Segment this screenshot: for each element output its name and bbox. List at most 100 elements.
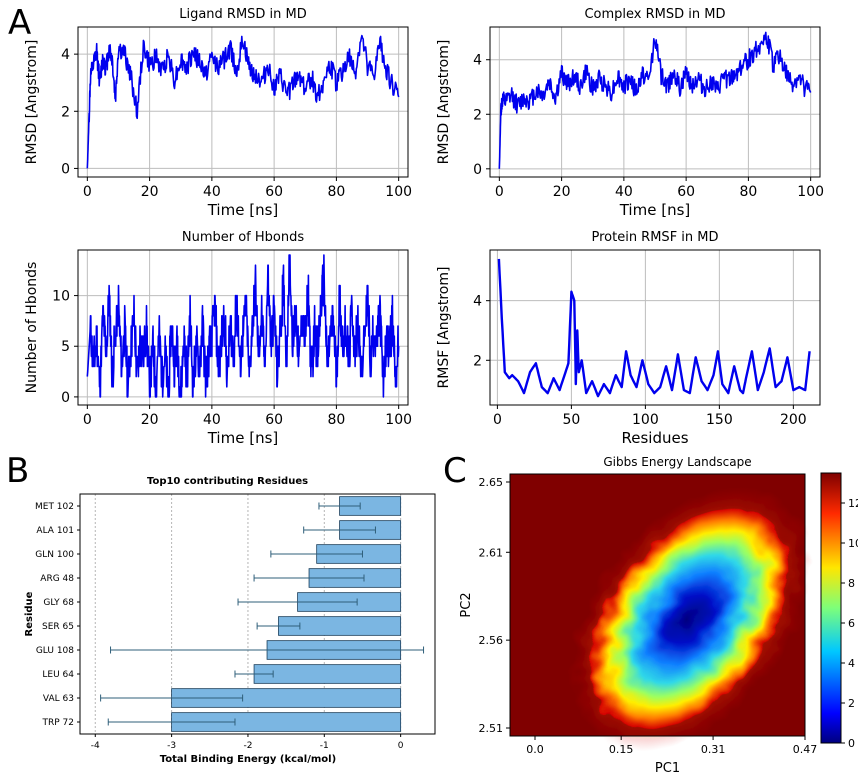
y-tick-label: TRP 72 xyxy=(42,718,75,728)
y-axis-label: RMSD [Angstrom] xyxy=(436,40,452,165)
y-axis-label: PC2 xyxy=(459,592,474,617)
y-tick-label: VAL 63 xyxy=(43,694,74,704)
ticks: -4 -3 -2 -1 0 MET 102 ALA 101 GLN 100 ARG 48 GLY … xyxy=(35,502,404,751)
x-tick-label: 0 xyxy=(495,184,504,200)
y-tick-label: 2 xyxy=(61,104,70,120)
y-tick-label: 5 xyxy=(61,339,70,355)
chart-title: Protein RMSF in MD xyxy=(591,230,718,245)
x-tick-label: 60 xyxy=(265,184,283,200)
plot-frame xyxy=(489,249,821,406)
x-axis-label: PC1 xyxy=(655,761,680,776)
y-tick-label: 2 xyxy=(473,353,482,369)
x-axis-label: Time [ns] xyxy=(207,429,279,447)
colorbar-tick-label: 2 xyxy=(848,697,855,710)
x-tick-label: 0 xyxy=(493,412,502,428)
y-tick-label: MET 102 xyxy=(35,502,74,512)
x-tick-label: 0.31 xyxy=(701,743,726,756)
complex-rmsd-line xyxy=(498,31,812,169)
y-tick-label: 2.51 xyxy=(479,722,504,735)
x-tick-label: -2 xyxy=(243,741,252,751)
colorbar-tick-label: 8 xyxy=(848,577,855,590)
x-tick-label: 80 xyxy=(739,184,757,200)
y-tick-label: 4 xyxy=(61,47,70,63)
y-axis-label: RMSF [Angstrom] xyxy=(436,267,452,389)
y-tick-label: 0 xyxy=(473,162,482,178)
x-axis-label: Residues xyxy=(621,429,688,447)
y-axis-label: Number of Hbonds xyxy=(24,262,40,394)
panel-label-b: B xyxy=(6,451,29,491)
panel-label-a: A xyxy=(8,3,31,43)
y-tick-label: LEU 64 xyxy=(42,670,74,680)
y-tick-label: 2.61 xyxy=(479,546,504,559)
x-tick-label: 40 xyxy=(203,184,221,200)
chart-title: Gibbs Energy Landscape xyxy=(603,455,751,469)
x-tick-label: 0.47 xyxy=(793,743,818,756)
x-tick-label: 20 xyxy=(141,412,159,428)
y-tick-label: 0 xyxy=(61,161,70,177)
chart-title: Top10 contributing Residues xyxy=(147,476,308,487)
grid-lines xyxy=(78,27,408,177)
colorbar-tick-label: 4 xyxy=(848,657,855,670)
plot-frame xyxy=(77,249,409,406)
x-tick-label: 50 xyxy=(562,412,580,428)
bars xyxy=(100,496,425,732)
y-axis-label: RMSD [Angstrom] xyxy=(24,40,40,165)
x-tick-label: 20 xyxy=(141,184,159,200)
plot-frame xyxy=(79,493,436,735)
y-tick-label: 4 xyxy=(473,53,482,69)
x-tick-label: 100 xyxy=(632,412,659,428)
panel-label-c: C xyxy=(443,451,467,491)
ligand-rmsd-line xyxy=(86,34,400,169)
colorbar-ticks: 0 2 4 6 8 10 12 xyxy=(841,497,858,750)
x-axis-label: Time [ns] xyxy=(619,201,691,219)
basin-core xyxy=(591,508,790,730)
y-tick-label: GLY 68 xyxy=(43,598,74,608)
y-axis-label: Residue xyxy=(24,591,35,636)
colorbar-tick-label: 6 xyxy=(848,617,855,630)
x-tick-label: 100 xyxy=(797,184,824,200)
grid-lines xyxy=(490,27,820,177)
plot-frame xyxy=(509,473,806,737)
rmsf-line xyxy=(497,258,811,398)
x-tick-label: 20 xyxy=(553,184,571,200)
y-tick-label: 2.56 xyxy=(479,634,504,647)
chart-title: Complex RMSD in MD xyxy=(584,7,725,22)
x-axis-label: Time [ns] xyxy=(207,201,279,219)
x-tick-label: 0.15 xyxy=(609,743,634,756)
x-tick-label: 40 xyxy=(203,412,221,428)
x-tick-label: 0 xyxy=(83,184,92,200)
x-tick-label: 80 xyxy=(327,412,345,428)
complex-rmsd-chart: 0 20 40 60 80 100 0 2 4 Complex RMSD in MD Time … xyxy=(436,7,824,219)
energy-basin xyxy=(570,486,810,752)
y-tick-label: 2 xyxy=(473,107,482,123)
x-tick-label: 100 xyxy=(385,412,412,428)
chart-title: Ligand RMSD in MD xyxy=(179,7,307,22)
x-tick-label: 200 xyxy=(780,412,807,428)
x-tick-label: -4 xyxy=(91,741,100,751)
y-tick-label: 2.65 xyxy=(479,476,504,489)
bar xyxy=(253,664,402,684)
ticks: 0 20 40 60 80 100 0 5 10 xyxy=(52,289,412,428)
x-tick-label: 0.0 xyxy=(526,743,544,756)
x-tick-label: 40 xyxy=(615,184,633,200)
ticks: 0 20 40 60 80 100 0 2 4 xyxy=(473,53,824,200)
ligand-rmsd-chart: 0 20 40 60 80 100 0 2 4 Ligand RMSD in MD Time [… xyxy=(24,7,412,219)
colorbar-tick-label: 0 xyxy=(848,737,855,750)
x-tick-label: 150 xyxy=(706,412,733,428)
y-tick-label: ALA 101 xyxy=(36,526,74,536)
hbonds-chart: 0 20 40 60 80 100 0 5 10 Number of Hbonds Time [… xyxy=(24,230,412,447)
ticks: 0 50 100 150 200 2 4 xyxy=(473,294,807,428)
colorbar xyxy=(820,472,842,744)
grid-lines xyxy=(490,250,820,405)
x-tick-label: 80 xyxy=(327,184,345,200)
colorbar-tick-label: 12 xyxy=(848,497,858,510)
y-tick-label: 4 xyxy=(473,294,482,310)
ticks: 0.0 0.15 0.31 0.47 2.65 2.61 2.56 2.51 xyxy=(479,476,818,756)
top10-residues-chart: -4 -3 -2 -1 0 MET 102 ALA 101 GLN 100 ARG 48 GLY … xyxy=(24,476,436,765)
y-tick-label: 0 xyxy=(61,390,70,406)
chart-title: Number of Hbonds xyxy=(182,230,304,245)
x-tick-label: 0 xyxy=(398,741,404,751)
y-tick-label: ARG 48 xyxy=(40,574,74,584)
x-tick-label: -1 xyxy=(320,741,329,751)
